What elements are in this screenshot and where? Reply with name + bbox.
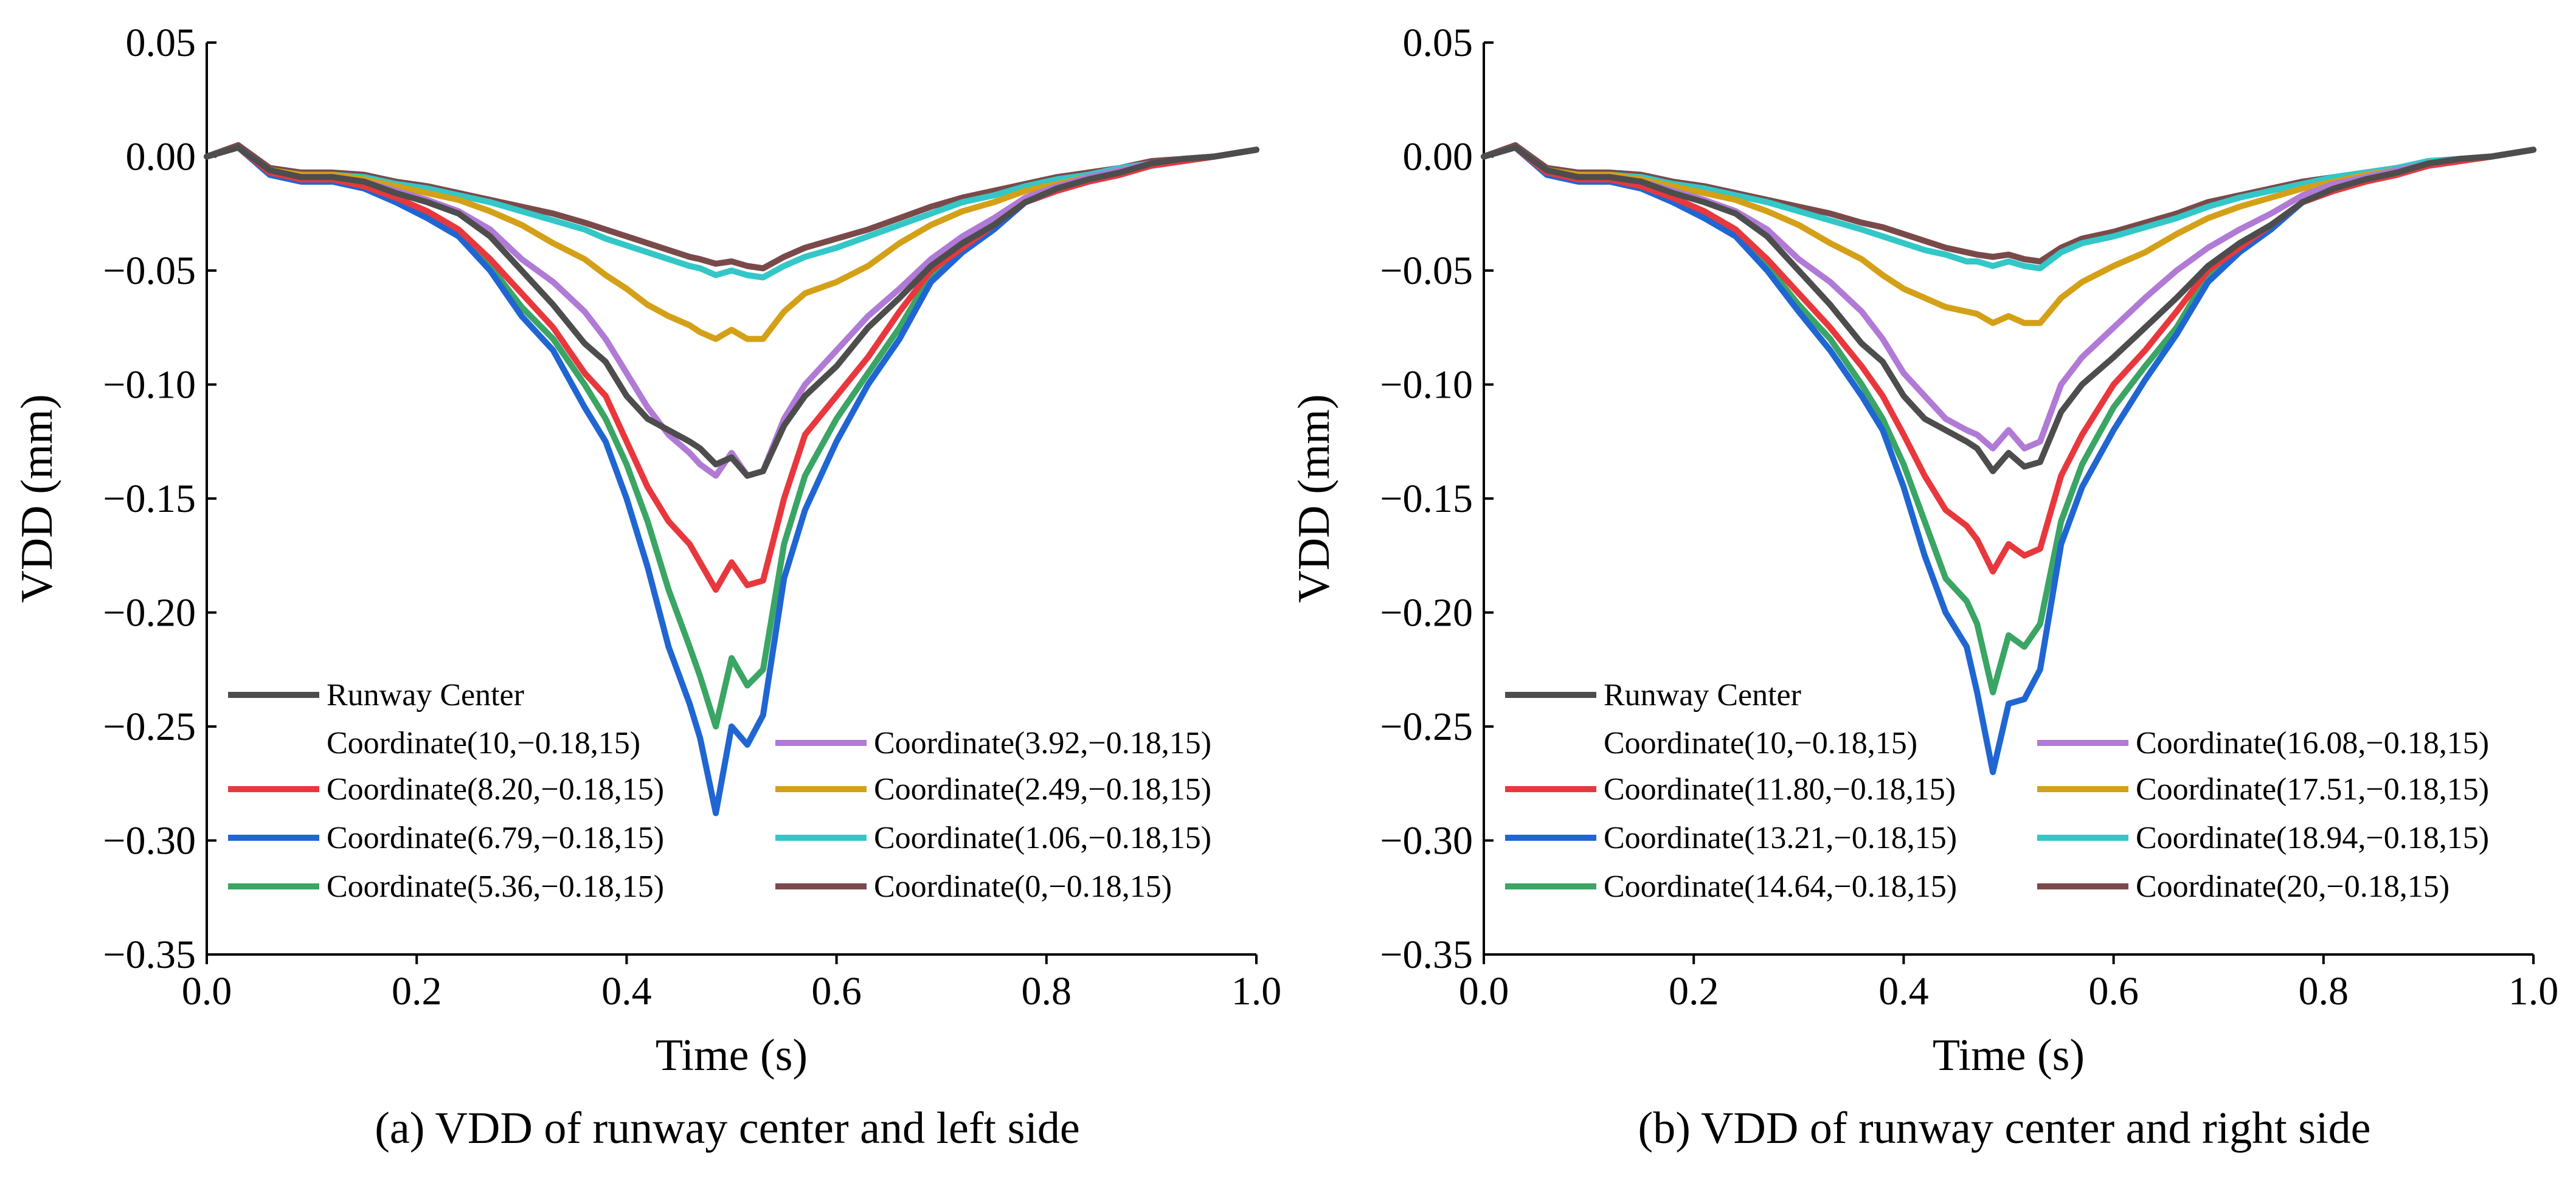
- y-tick-label: −0.30: [103, 819, 196, 863]
- x-tick-label: 0.2: [392, 969, 442, 1013]
- legend-label: Coordinate(11.80,−0.18,15): [1604, 772, 1956, 807]
- y-tick-label: −0.35: [103, 933, 196, 977]
- legend-label: Coordinate(16.08,−0.18,15): [2136, 726, 2489, 761]
- legend-label: Coordinate(6.79,−0.18,15): [327, 821, 664, 855]
- series-line-right-7: [1481, 142, 2536, 264]
- legend-label: Coordinate(1.06,−0.18,15): [874, 821, 1211, 855]
- legend-label: Coordinate(10,−0.18,15): [1604, 726, 1917, 761]
- legend-label: Coordinate(3.92,−0.18,15): [874, 726, 1211, 761]
- legend-right: Runway Center Coordinate(10,−0.18,15) Coor…: [1505, 678, 2489, 904]
- series-line-left-5: [204, 144, 1259, 342]
- y-tick-label: −0.30: [1380, 819, 1473, 863]
- x-tick-label: 0.8: [2299, 969, 2349, 1013]
- series-line-right-1: [1481, 144, 2536, 575]
- x-axis-title: Time (s): [1933, 1030, 2085, 1080]
- y-tick-label: 0.05: [126, 21, 196, 65]
- legend-label: Coordinate(5.36,−0.18,15): [327, 869, 664, 904]
- series-line-right-3: [1481, 144, 2536, 696]
- x-tick-label: 0.4: [1878, 969, 1929, 1013]
- legend-label: Coordinate(10,−0.18,15): [327, 726, 640, 761]
- series-line-left-1: [204, 144, 1259, 593]
- x-axis-title: Time (s): [656, 1030, 808, 1080]
- legend-label: Runway Center: [1604, 678, 1801, 713]
- series-line-right-5: [1481, 144, 2536, 326]
- legend-label: Coordinate(20,−0.18,15): [2136, 869, 2450, 904]
- y-tick-label: −0.05: [103, 249, 196, 293]
- legend-label: Coordinate(0,−0.18,15): [874, 869, 1172, 904]
- series-line-left-2: [204, 144, 1259, 816]
- y-axis-title: VDD (mm): [1289, 394, 1339, 602]
- series-line-right-4: [1481, 144, 2536, 452]
- legend-label: Coordinate(18.94,−0.18,15): [2136, 821, 2489, 855]
- x-tick-label: 0.4: [601, 969, 652, 1013]
- series-line-left-7: [204, 142, 1259, 272]
- legend-label: Coordinate(13.21,−0.18,15): [1604, 821, 1957, 855]
- y-tick-label: −0.25: [103, 705, 196, 749]
- x-tick-label: 1.0: [2508, 969, 2559, 1013]
- x-tick-label: 0.2: [1669, 969, 1719, 1013]
- series-line-left-6: [204, 144, 1259, 281]
- series-line-left-0: [204, 144, 1259, 479]
- caption-left: (a) VDD of runway center and left side: [375, 1103, 1080, 1153]
- y-tick-label: −0.15: [103, 477, 196, 521]
- y-axis-title: VDD (mm): [12, 394, 62, 602]
- series-line-left-4: [204, 144, 1259, 479]
- legend-label: Coordinate(17.51,−0.18,15): [2136, 772, 2489, 807]
- y-tick-label: −0.05: [1380, 249, 1473, 293]
- series-line-right-0: [1481, 144, 2536, 474]
- y-tick-label: −0.35: [1380, 933, 1473, 977]
- chart-panel-left: 0.05 0.00 −0.05 −0.10 −0.15 −0.20 −0.25 −0.30 −0…: [12, 21, 1281, 1080]
- series-line-left-3: [204, 144, 1259, 730]
- x-tick-label: 0.6: [811, 969, 862, 1013]
- caption-right: (b) VDD of runway center and right side: [1638, 1103, 2371, 1153]
- x-tick-label: 0.0: [1459, 969, 1509, 1013]
- y-tick-label: −0.10: [103, 363, 196, 407]
- y-tick-label: 0.00: [126, 135, 196, 179]
- legend-left: Runway Center Coordinate(10,−0.18,15) Coor…: [228, 678, 1211, 904]
- x-tick-label: 0.0: [182, 969, 232, 1013]
- legend-label: Coordinate(14.64,−0.18,15): [1604, 869, 1957, 904]
- chart-panel-right: 0.05 0.00 −0.05 −0.10 −0.15 −0.20 −0.25 −0.30 −0…: [1289, 21, 2558, 1080]
- series-line-right-6: [1481, 144, 2536, 272]
- legend-label: Coordinate(2.49,−0.18,15): [874, 772, 1211, 807]
- x-tick-label: 1.0: [1231, 969, 1282, 1013]
- legend-label: Coordinate(8.20,−0.18,15): [327, 772, 664, 807]
- y-tick-label: −0.10: [1380, 363, 1473, 407]
- y-tick-label: −0.20: [103, 591, 196, 635]
- x-tick-label: 0.8: [1022, 969, 1072, 1013]
- x-tick-label: 0.6: [2088, 969, 2139, 1013]
- y-tick-label: −0.15: [1380, 477, 1473, 521]
- y-tick-label: 0.00: [1403, 135, 1473, 179]
- legend-label: Runway Center: [327, 678, 524, 713]
- y-tick-label: −0.20: [1380, 591, 1473, 635]
- y-tick-label: 0.05: [1403, 21, 1473, 65]
- y-tick-label: −0.25: [1380, 705, 1473, 749]
